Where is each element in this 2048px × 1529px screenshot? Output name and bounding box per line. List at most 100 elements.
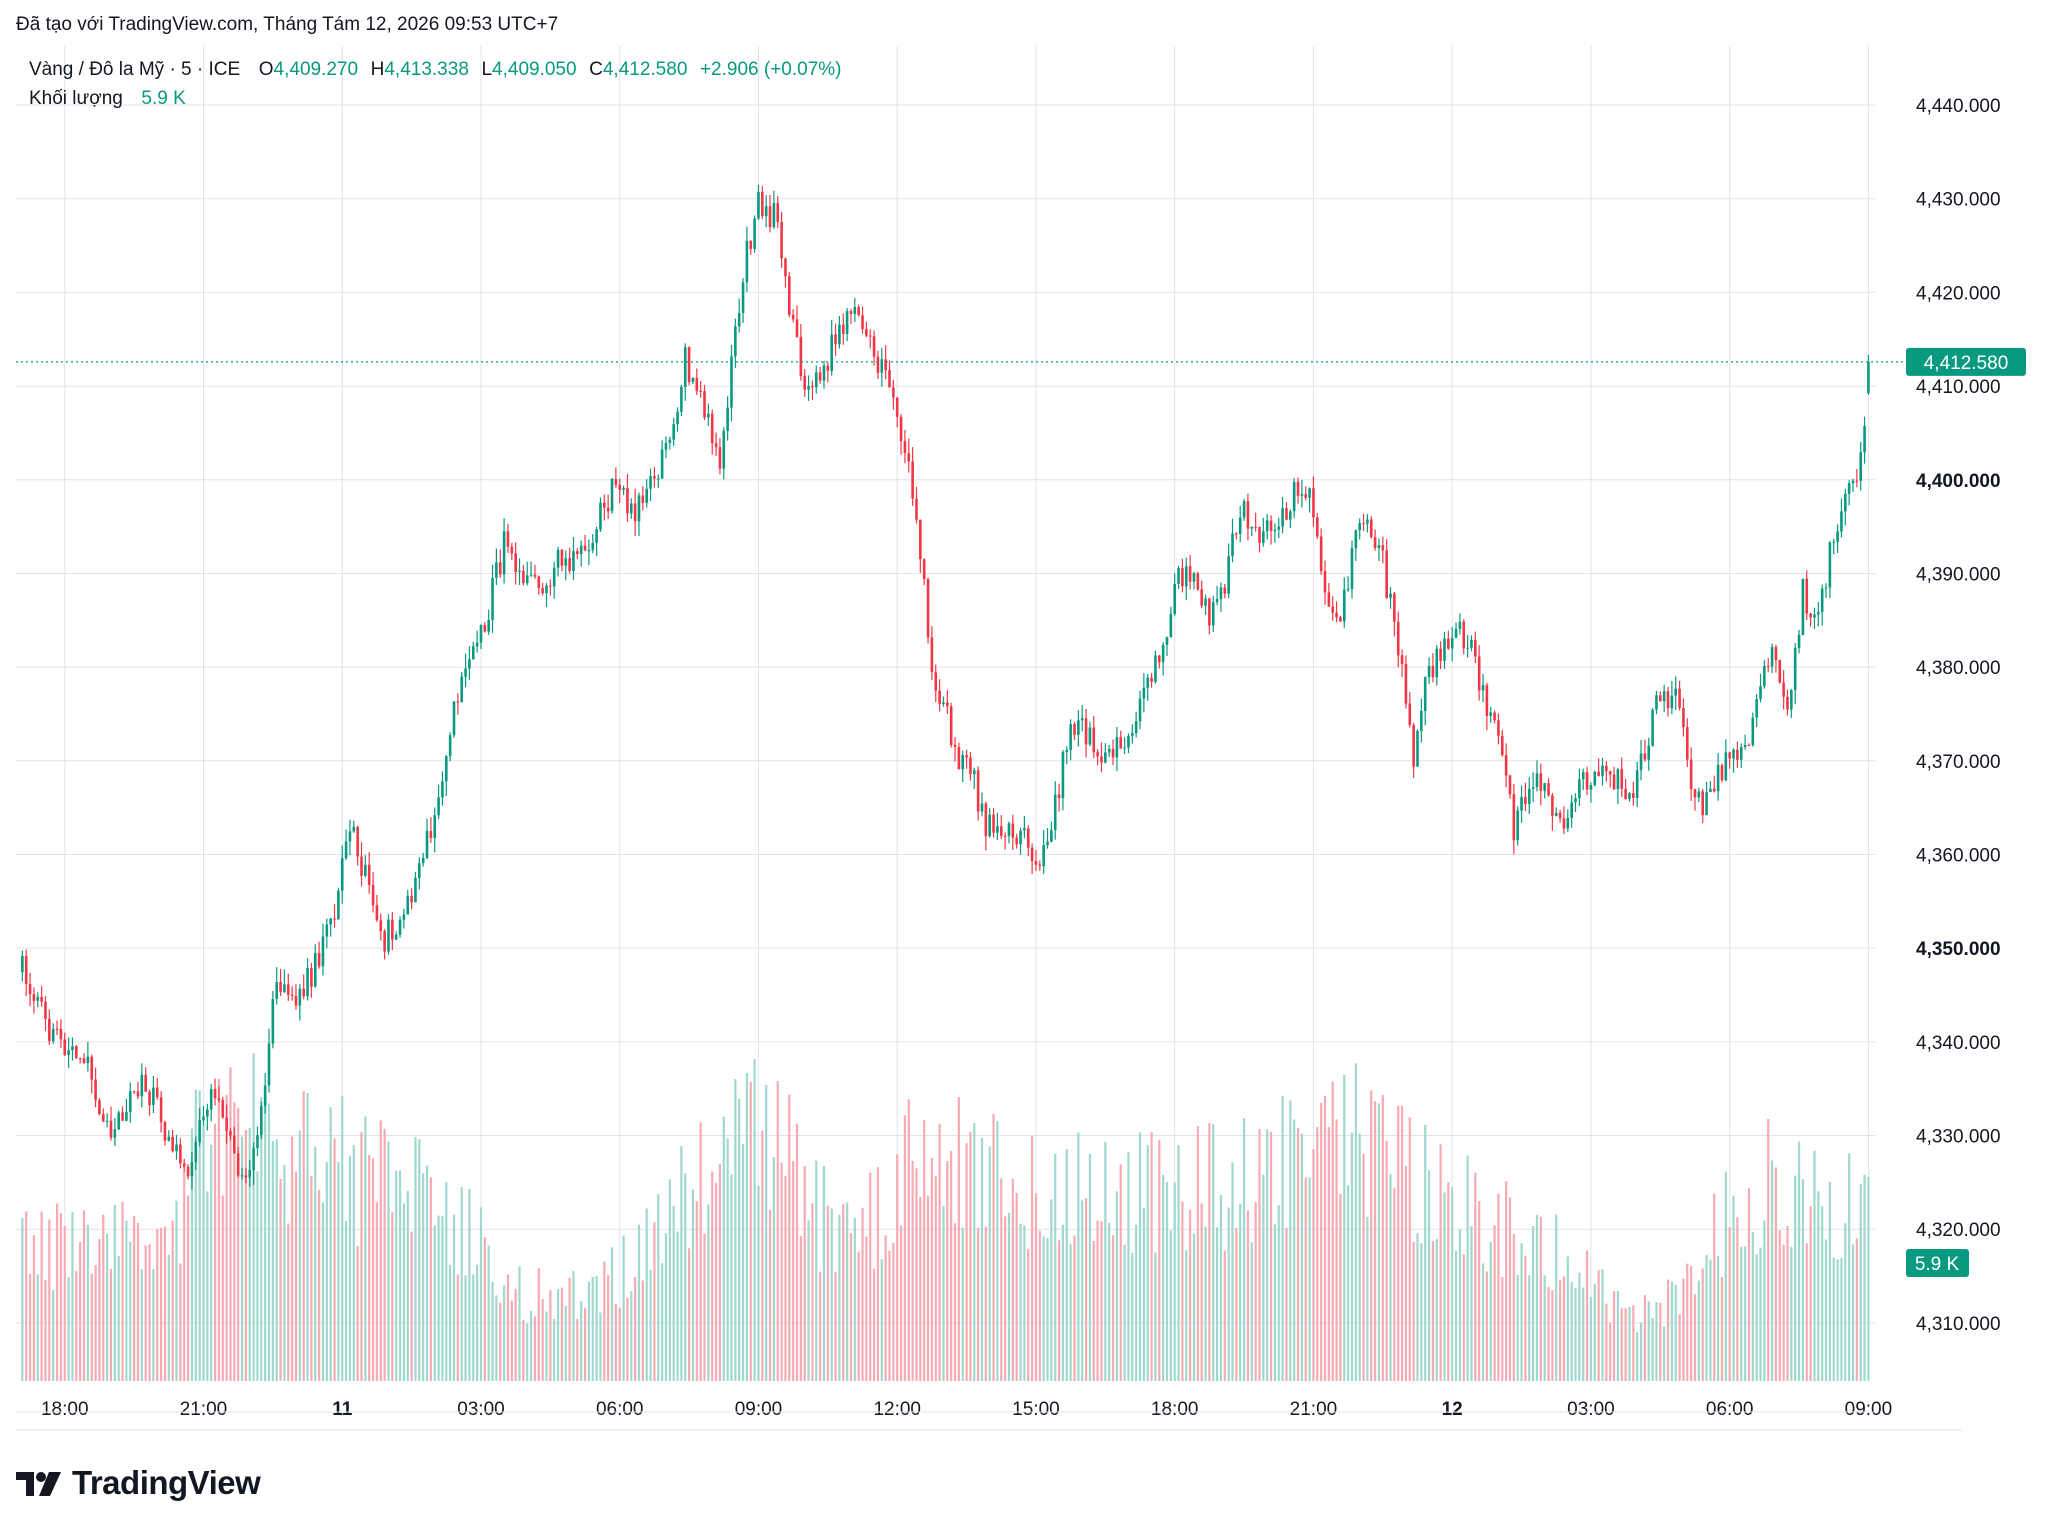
symbol-name[interactable]: Vàng / Đô la Mỹ · 5 · ICE <box>29 59 241 80</box>
volume-bar <box>1566 1256 1569 1381</box>
volume-bar <box>1867 1176 1870 1381</box>
candle-body <box>190 1162 194 1177</box>
candle-body <box>564 558 568 566</box>
candle-body <box>1404 664 1408 704</box>
candle-body <box>1061 752 1065 799</box>
volume-bar <box>1277 1205 1280 1381</box>
candle-body <box>741 282 745 314</box>
candle-body <box>710 413 714 444</box>
volume-bar <box>159 1227 163 1381</box>
volume-bar <box>1104 1141 1107 1381</box>
candle-body <box>1073 724 1076 735</box>
candle-body <box>749 240 753 249</box>
candle-body <box>32 994 36 1001</box>
volume-bar <box>264 1095 267 1381</box>
volume-bar <box>1073 1235 1076 1381</box>
candle-body <box>1728 752 1731 759</box>
candle-body <box>664 442 668 450</box>
candle-body <box>348 831 352 842</box>
volume-bar <box>826 1205 829 1381</box>
candle-body <box>934 672 938 691</box>
volume-bar <box>283 1164 286 1381</box>
candle-body <box>1836 531 1839 542</box>
volume-bar <box>314 1146 317 1381</box>
candle-body <box>1080 718 1084 721</box>
volume-bar <box>25 1211 28 1381</box>
volume-bar <box>1520 1243 1523 1381</box>
open-key: O <box>258 59 274 80</box>
volume-bar <box>179 1263 182 1381</box>
volume-bar <box>1555 1214 1558 1381</box>
volume-bar <box>815 1160 818 1381</box>
volume-bar <box>256 1171 259 1381</box>
volume-bar <box>1127 1151 1130 1381</box>
candle-body <box>256 1135 259 1149</box>
volume-bar <box>133 1215 136 1381</box>
candle-body <box>1809 613 1812 618</box>
candle-body <box>28 983 32 995</box>
candle-body <box>1535 773 1539 788</box>
volume-bar <box>1693 1294 1697 1381</box>
volume-bar <box>44 1279 47 1381</box>
close-value: 4,412.580 <box>602 59 688 80</box>
volume-bar <box>1559 1280 1562 1381</box>
candle-body <box>568 558 571 572</box>
candle-body <box>1766 666 1770 668</box>
volume-bar <box>1115 1191 1118 1381</box>
volume-tag <box>1906 1249 1969 1277</box>
volume-bar <box>1601 1269 1604 1381</box>
candle-body <box>841 324 845 335</box>
volume-bar <box>1582 1287 1585 1381</box>
candle-body <box>1597 771 1600 776</box>
candle-body <box>1265 520 1269 532</box>
volume-bar <box>977 1227 980 1381</box>
volume-bar <box>1620 1308 1623 1381</box>
volume-bar <box>734 1079 737 1381</box>
candle-body <box>1689 759 1693 790</box>
volume-bar <box>664 1233 668 1381</box>
candle-body <box>1157 655 1161 663</box>
volume-bar <box>803 1165 806 1381</box>
volume-bar <box>495 1295 498 1381</box>
candle-body <box>1204 598 1207 606</box>
volume-bar <box>556 1288 560 1381</box>
candle-body <box>1743 745 1747 748</box>
volume-bar <box>718 1164 722 1381</box>
candle-body <box>1493 712 1496 721</box>
candle-body <box>861 315 864 330</box>
volume-bar <box>614 1303 617 1381</box>
volume-bar <box>1855 1238 1858 1381</box>
volume-bar <box>1138 1132 1142 1381</box>
volume-bar <box>510 1300 513 1381</box>
candle-body <box>772 203 776 228</box>
volume-bar <box>830 1208 833 1381</box>
candle-body <box>40 996 43 1002</box>
volume-bar <box>1462 1254 1465 1381</box>
tradingview-logo-text: TradingView <box>72 1464 261 1501</box>
candle-body <box>653 476 656 479</box>
candle-body <box>1219 587 1223 600</box>
candle-body <box>78 1058 82 1060</box>
candle-body <box>1057 794 1061 799</box>
volume-bar <box>529 1311 533 1381</box>
candle-body <box>1138 698 1142 722</box>
volume-bar <box>1204 1226 1207 1381</box>
volume-bar <box>344 1220 348 1381</box>
candle-body <box>1628 793 1631 800</box>
volume-bar <box>842 1204 845 1381</box>
candle-body <box>1782 682 1785 697</box>
candle-body <box>1447 638 1450 649</box>
volume-bar <box>71 1212 74 1381</box>
volume-bar <box>653 1222 656 1381</box>
volume-bar <box>595 1276 598 1381</box>
candle-body <box>803 376 807 390</box>
candle-body <box>1616 769 1620 790</box>
candle-body <box>1281 508 1284 527</box>
candle-body <box>834 334 837 345</box>
volume-bar <box>1713 1193 1716 1381</box>
volume-label[interactable]: Khối lượng <box>29 88 123 109</box>
volume-bar <box>1169 1230 1172 1381</box>
tradingview-logo[interactable]: TradingView <box>16 1464 261 1501</box>
volume-bar <box>225 1094 228 1381</box>
